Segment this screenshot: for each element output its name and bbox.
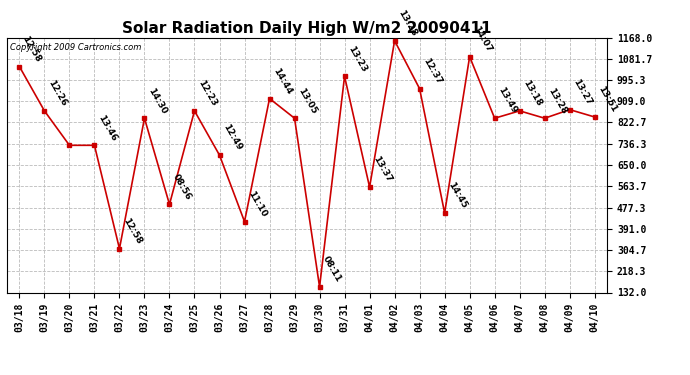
Text: 13:23: 13:23 (346, 44, 368, 74)
Text: Copyright 2009 Cartronics.com: Copyright 2009 Cartronics.com (10, 43, 141, 52)
Text: 13:05: 13:05 (296, 86, 318, 116)
Text: 11:10: 11:10 (246, 190, 268, 219)
Text: 12:26: 12:26 (46, 79, 68, 108)
Text: 12:23: 12:23 (196, 79, 218, 108)
Text: 13:37: 13:37 (371, 155, 393, 184)
Text: 12:49: 12:49 (221, 123, 243, 152)
Text: 13:28: 13:28 (546, 86, 568, 116)
Text: 12:37: 12:37 (421, 57, 443, 86)
Text: 13:28: 13:28 (396, 9, 418, 38)
Text: 12:58: 12:58 (21, 34, 43, 64)
Text: 08:11: 08:11 (321, 255, 343, 284)
Text: 14:45: 14:45 (446, 181, 469, 210)
Title: Solar Radiation Daily High W/m2 20090411: Solar Radiation Daily High W/m2 20090411 (122, 21, 492, 36)
Text: 14:07: 14:07 (471, 24, 493, 54)
Text: 13:49: 13:49 (496, 86, 518, 116)
Text: 14:44: 14:44 (271, 66, 293, 96)
Text: 13:46: 13:46 (96, 113, 118, 142)
Text: 13:18: 13:18 (521, 79, 543, 108)
Text: 13:27: 13:27 (571, 78, 593, 107)
Text: 08:56: 08:56 (171, 172, 193, 202)
Text: 13:51: 13:51 (596, 85, 618, 114)
Text: 14:30: 14:30 (146, 86, 168, 116)
Text: 12:58: 12:58 (121, 217, 143, 246)
